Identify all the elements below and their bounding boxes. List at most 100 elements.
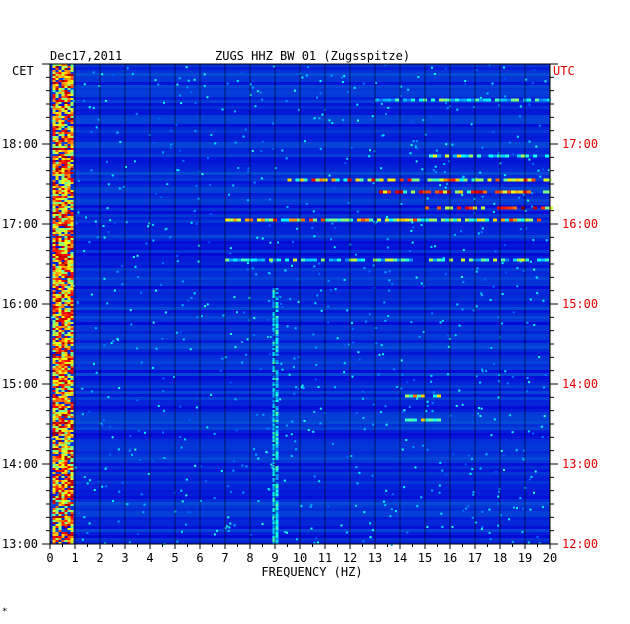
heatmap-cell	[64, 180, 68, 182]
heatmap-cell	[55, 456, 59, 458]
heatmap-cell	[55, 334, 59, 336]
heatmap-cell	[58, 120, 62, 122]
heatmap-cell	[52, 362, 56, 364]
heatmap-cell	[405, 394, 409, 398]
heatmap-cell	[383, 190, 387, 194]
heatmap-cell	[61, 80, 65, 82]
heatmap-cell	[64, 430, 68, 432]
heatmap-cell	[70, 464, 74, 466]
heatmap-cell	[64, 316, 68, 318]
heatmap-cell	[260, 150, 263, 153]
heatmap-cell	[431, 98, 435, 102]
heatmap-cell	[67, 94, 71, 96]
heatmap-cell	[483, 278, 486, 281]
heatmap-cell	[52, 400, 56, 402]
heatmap-cell	[481, 227, 484, 230]
heatmap-cell	[67, 446, 71, 448]
heatmap-cell	[64, 540, 68, 542]
heatmap-cell	[544, 80, 547, 83]
heatmap-cell	[55, 366, 59, 368]
heatmap-cell	[275, 446, 279, 448]
heatmap-cell	[430, 116, 433, 119]
heatmap-cell	[55, 300, 59, 302]
heatmap-cell	[67, 334, 71, 336]
heatmap-cell	[70, 372, 74, 374]
heatmap-cell	[451, 178, 456, 182]
heatmap-cell	[341, 81, 344, 84]
heatmap-cell	[58, 408, 62, 410]
heatmap-cell	[441, 258, 445, 262]
heatmap-cell	[112, 499, 115, 502]
heatmap-cell	[255, 453, 258, 456]
heatmap-cell	[70, 166, 74, 168]
heatmap-cell	[64, 106, 68, 108]
heatmap-cell	[181, 304, 184, 307]
heatmap-cell	[486, 92, 489, 95]
heatmap-cell	[394, 510, 397, 513]
heatmap-cell	[405, 439, 408, 442]
heatmap-cell	[425, 418, 429, 422]
heatmap-cell	[413, 379, 416, 382]
heatmap-cell	[176, 254, 179, 257]
heatmap-cell	[485, 453, 488, 456]
heatmap-cell	[52, 218, 56, 220]
heatmap-cell	[521, 206, 525, 210]
heatmap-cell	[70, 272, 74, 274]
heatmap-cell	[461, 258, 465, 262]
heatmap-cell	[275, 352, 279, 354]
heatmap-cell	[67, 438, 71, 440]
heatmap-cell	[251, 267, 254, 270]
heatmap-cell	[52, 342, 56, 344]
heatmap-cell	[58, 542, 62, 544]
heatmap-cell	[424, 133, 427, 136]
heatmap-cell	[93, 489, 96, 492]
heatmap-cell	[345, 258, 349, 262]
heatmap-cell	[445, 143, 448, 146]
heatmap-cell	[533, 69, 536, 72]
heatmap-cell	[275, 320, 279, 322]
heatmap-cell	[64, 186, 68, 188]
heatmap-cell	[67, 354, 71, 356]
heatmap-cell	[55, 500, 59, 502]
heatmap-cell	[67, 314, 71, 316]
heatmap-cell	[353, 86, 356, 89]
heatmap-cell	[272, 452, 276, 454]
heatmap-cell	[242, 491, 245, 494]
heatmap-cell	[401, 373, 404, 376]
heatmap-cell	[58, 434, 62, 436]
heatmap-cell	[542, 299, 545, 302]
heatmap-cell	[346, 157, 349, 160]
heatmap-cell	[70, 424, 74, 426]
heatmap-cell	[508, 518, 511, 521]
heatmap-cell	[379, 98, 383, 102]
heatmap-cell	[458, 324, 461, 327]
heatmap-cell	[61, 456, 65, 458]
heatmap-cell	[272, 322, 276, 324]
heatmap-cell	[444, 186, 447, 189]
heatmap-cell	[275, 406, 279, 408]
heatmap-cell	[358, 471, 361, 474]
heatmap-cell	[341, 218, 345, 222]
heatmap-cell	[70, 78, 74, 80]
heatmap-cell	[473, 212, 476, 215]
heatmap-cell	[67, 136, 71, 138]
heatmap-cell	[58, 306, 62, 308]
heatmap-cell	[67, 458, 71, 460]
heatmap-cell	[253, 317, 256, 320]
heatmap-cell	[272, 496, 276, 498]
heatmap-cell	[313, 541, 316, 544]
heatmap-cell	[388, 279, 391, 282]
heatmap-cell	[296, 278, 299, 281]
heatmap-cell	[58, 174, 62, 176]
heatmap-cell	[55, 480, 59, 482]
heatmap-cell	[58, 220, 62, 222]
heatmap-cell	[182, 338, 185, 341]
heatmap-cell	[61, 258, 65, 260]
heatmap-cell	[58, 230, 62, 232]
heatmap-cell	[393, 218, 397, 222]
heatmap-cell	[318, 480, 321, 483]
heatmap-cell	[169, 236, 172, 239]
heatmap-cell	[50, 316, 53, 319]
heatmap-cell	[95, 126, 98, 129]
heatmap-cell	[64, 92, 68, 94]
